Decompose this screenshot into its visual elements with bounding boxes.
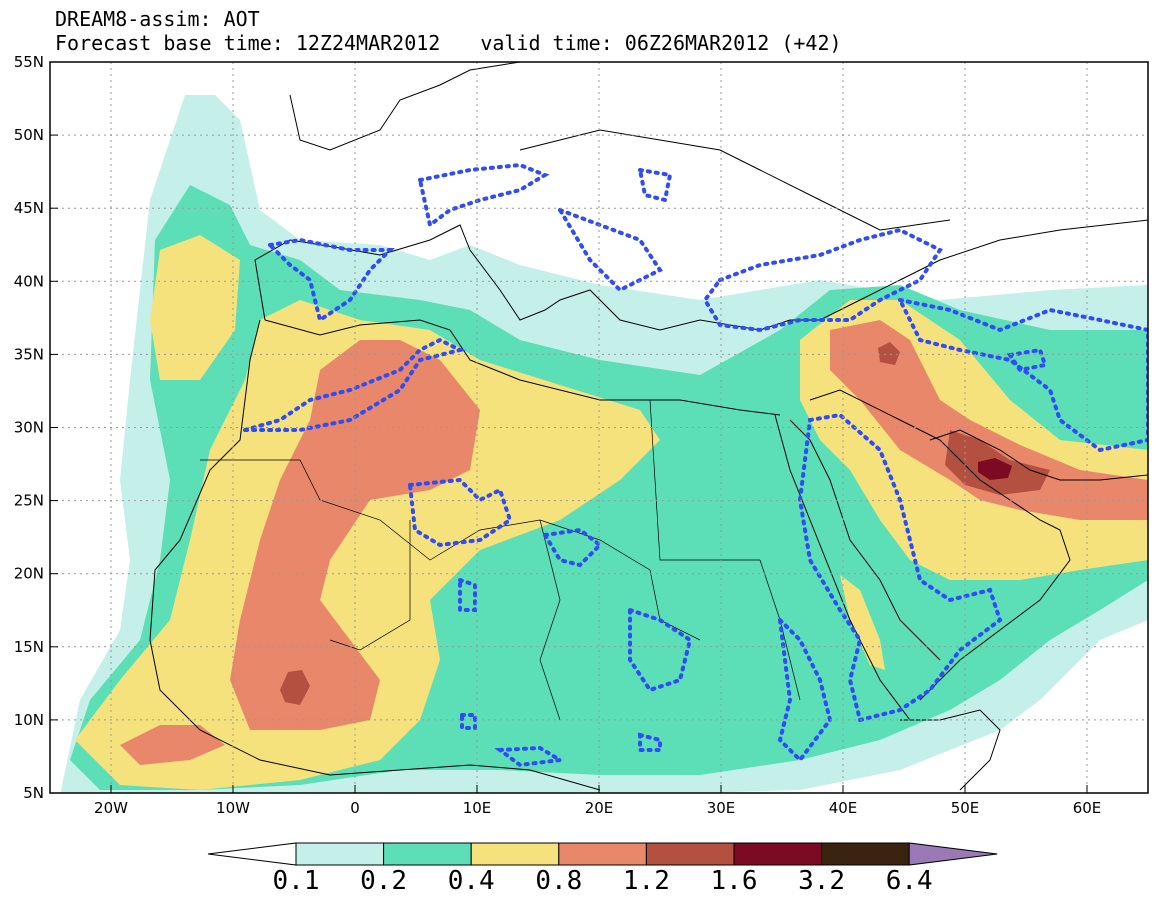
lon-tick-label: 50E [951, 799, 980, 817]
aot-shading [60, 95, 1148, 793]
colorbar-label: 0.2 [360, 866, 408, 896]
map-subtitle: Forecast base time: 12Z24MAR2012 valid ti… [55, 32, 842, 54]
lat-tick-label: 40N [14, 272, 44, 290]
lat-tick-label: 25N [14, 492, 44, 510]
africa-coast [149, 319, 601, 791]
lon-tick-label: 10E [463, 799, 492, 817]
contour-east-africa [777, 614, 833, 764]
contour-iran [896, 297, 1148, 453]
lon-tick-label: 30E [707, 799, 736, 817]
contour-nafrica [244, 337, 466, 432]
coastlines [149, 62, 1148, 791]
colorbar-label: 6.4 [885, 866, 933, 896]
lat-tick-label: 5N [23, 784, 44, 802]
colorbar-swatch [821, 842, 910, 866]
colorbar-swatch [470, 842, 560, 866]
contour-small-a [460, 347, 1048, 768]
colorbar-low-arrow [207, 842, 297, 866]
red-sea [774, 414, 941, 721]
contour-turkey [702, 227, 943, 333]
lat-tick-label: 35N [14, 345, 44, 363]
contour-chad [458, 527, 604, 612]
gridlines [50, 62, 1148, 793]
longitude-axis: 20W 10W 0 10E 20E 30E 40E 50E 60E [94, 785, 1101, 817]
borders [200, 399, 801, 721]
europe-coast [254, 219, 1148, 331]
europe-north [289, 62, 951, 231]
colorbar-label: 0.8 [535, 866, 583, 896]
lon-tick-label: 60E [1073, 799, 1102, 817]
arabia-coast [809, 389, 1071, 701]
lat-tick-label: 30N [14, 419, 44, 437]
med-africa-coast [264, 319, 781, 416]
contour-europe [417, 162, 673, 293]
colorbar-high-arrow [908, 842, 998, 866]
valid-time: valid time: 06Z26MAR2012 (+42) [480, 31, 842, 55]
base-time: Forecast base time: 12Z24MAR2012 [55, 31, 441, 55]
colorbar-swatch [295, 842, 385, 866]
colorbar [207, 842, 998, 866]
contour-iberia [265, 237, 395, 324]
lon-tick-label: 20E [585, 799, 614, 817]
contour-sudan [628, 607, 693, 693]
lon-tick-label: 0 [350, 799, 360, 817]
observation-contours [244, 162, 1148, 768]
colorbar-swatch [733, 842, 823, 866]
map-title: DREAM8-assim: AOT [55, 7, 260, 31]
colorbar-label: 1.6 [710, 866, 758, 896]
lat-tick-label: 15N [14, 638, 44, 656]
colorbar-swatch [383, 842, 472, 866]
aot-level-0.8 [120, 320, 1148, 765]
lon-tick-label: 40E [829, 799, 858, 817]
colorbar-label: 3.2 [798, 866, 846, 896]
colorbar-label: 0.1 [272, 866, 320, 896]
lat-tick-label: 20N [14, 565, 44, 583]
contour-sahara [407, 477, 513, 548]
lon-tick-label: 20W [94, 799, 128, 817]
lat-tick-label: 50N [14, 126, 44, 144]
colorbar-label: 1.2 [622, 866, 670, 896]
lon-tick-label: 10W [216, 799, 250, 817]
colorbar-swatch [645, 842, 735, 866]
colorbar-swatch [558, 842, 647, 866]
gulf [929, 429, 1148, 481]
latitude-axis: 55N 50N 45N 40N 35N 30N 25N 20N 15N 10N 5N [14, 53, 58, 802]
colorbar-label: 0.4 [447, 866, 495, 896]
lat-tick-label: 10N [14, 711, 44, 729]
lat-tick-label: 45N [14, 199, 44, 217]
contour-arabia [797, 412, 1003, 723]
aot-level-1.6 [978, 458, 1012, 480]
lat-tick-label: 55N [14, 53, 44, 71]
